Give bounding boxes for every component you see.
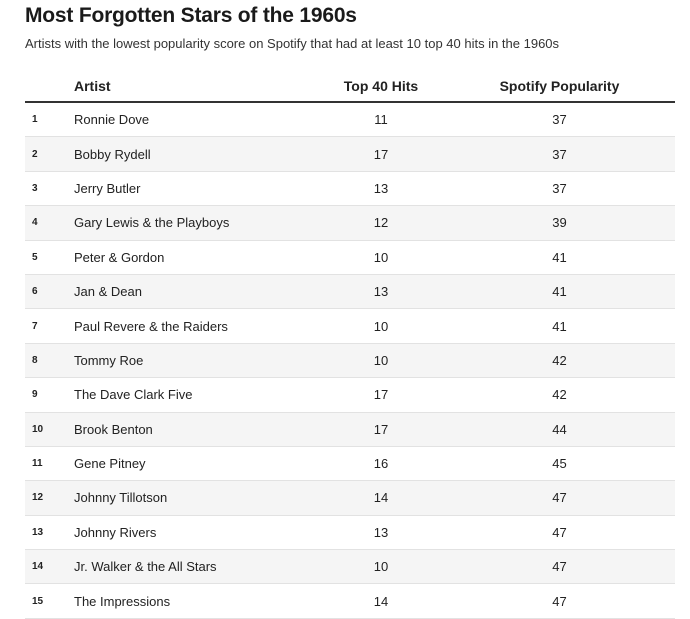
top-40-hits-cell: 13 <box>318 515 444 551</box>
spotify-popularity-cell: 42 <box>444 343 675 379</box>
artist-cell: The Impressions <box>74 583 318 619</box>
top-40-hits-cell: 12 <box>318 205 444 241</box>
artist-cell: The Dave Clark Five <box>74 377 318 413</box>
spotify-popularity-cell: 41 <box>444 274 675 310</box>
rank-cell: 6 <box>25 274 74 310</box>
artist-cell: Tommy Roe <box>74 343 318 379</box>
table-row: 14 Jr. Walker & the All Stars 10 47 <box>25 549 675 585</box>
table-row: 5 Peter & Gordon 10 41 <box>25 240 675 275</box>
rank-cell: 10 <box>25 412 74 447</box>
top-40-hits-cell: 14 <box>318 480 444 516</box>
table-row: 4 Gary Lewis & the Playboys 12 39 <box>25 205 675 241</box>
table-row: 12 Johnny Tillotson 14 47 <box>25 480 675 516</box>
header-artist: Artist <box>74 70 318 103</box>
spotify-popularity-cell: 37 <box>444 102 675 138</box>
top-40-hits-cell: 16 <box>318 446 444 482</box>
header-top-40-hits: Top 40 Hits <box>318 70 444 103</box>
spotify-popularity-cell: 42 <box>444 377 675 413</box>
artist-cell: Johnny Tillotson <box>74 480 318 516</box>
artist-cell: Paul Revere & the Raiders <box>74 308 318 344</box>
artist-cell: Ronnie Dove <box>74 102 318 138</box>
table-row: 9 The Dave Clark Five 17 42 <box>25 377 675 413</box>
rank-cell: 9 <box>25 377 74 413</box>
table-row: 3 Jerry Butler 13 37 <box>25 171 675 207</box>
table-row: 13 Johnny Rivers 13 47 <box>25 515 675 551</box>
rank-cell: 13 <box>25 515 74 551</box>
spotify-popularity-cell: 47 <box>444 480 675 516</box>
table-row: 15 The Impressions 14 47 <box>25 583 675 619</box>
table-row: 6 Jan & Dean 13 41 <box>25 274 675 310</box>
rank-cell: 14 <box>25 549 74 585</box>
top-40-hits-cell: 10 <box>318 308 444 344</box>
table-row: 10 Brook Benton 17 44 <box>25 412 675 447</box>
spotify-popularity-cell: 44 <box>444 412 675 447</box>
rank-cell: 7 <box>25 308 74 344</box>
artist-cell: Gary Lewis & the Playboys <box>74 205 318 241</box>
spotify-popularity-cell: 41 <box>444 308 675 344</box>
top-40-hits-cell: 10 <box>318 549 444 585</box>
spotify-popularity-cell: 37 <box>444 136 675 172</box>
top-40-hits-cell: 11 <box>318 102 444 138</box>
artist-cell: Jerry Butler <box>74 171 318 207</box>
artist-cell: Gene Pitney <box>74 446 318 482</box>
rank-cell: 11 <box>25 446 74 482</box>
spotify-popularity-cell: 45 <box>444 446 675 482</box>
table-header-row: Artist Top 40 Hits Spotify Popularity <box>25 70 675 103</box>
header-spotify-popularity: Spotify Popularity <box>444 70 675 103</box>
artist-cell: Bobby Rydell <box>74 136 318 172</box>
rank-cell: 8 <box>25 343 74 379</box>
table-body: 1 Ronnie Dove 11 37 2 Bobby Rydell 17 37 3 Jerry … <box>25 102 675 619</box>
rank-cell: 1 <box>25 102 74 138</box>
top-40-hits-cell: 10 <box>318 240 444 275</box>
table-row: 1 Ronnie Dove 11 37 <box>25 102 675 138</box>
table-row: 2 Bobby Rydell 17 37 <box>25 136 675 172</box>
top-40-hits-cell: 17 <box>318 377 444 413</box>
artist-cell: Peter & Gordon <box>74 240 318 275</box>
spotify-popularity-cell: 47 <box>444 583 675 619</box>
rank-cell: 12 <box>25 480 74 516</box>
spotify-popularity-cell: 41 <box>444 240 675 275</box>
spotify-popularity-cell: 39 <box>444 205 675 241</box>
artist-cell: Jan & Dean <box>74 274 318 310</box>
top-40-hits-cell: 13 <box>318 171 444 207</box>
rank-cell: 3 <box>25 171 74 207</box>
top-40-hits-cell: 17 <box>318 136 444 172</box>
top-40-hits-cell: 17 <box>318 412 444 447</box>
table-row: 8 Tommy Roe 10 42 <box>25 343 675 379</box>
top-40-hits-cell: 13 <box>318 274 444 310</box>
table-row: 11 Gene Pitney 16 45 <box>25 446 675 482</box>
table-row: 7 Paul Revere & the Raiders 10 41 <box>25 308 675 344</box>
top-40-hits-cell: 10 <box>318 343 444 379</box>
header-rank <box>25 70 74 103</box>
artist-cell: Brook Benton <box>74 412 318 447</box>
spotify-popularity-cell: 37 <box>444 171 675 207</box>
chart-title: Most Forgotten Stars of the 1960s <box>25 4 357 27</box>
spotify-popularity-cell: 47 <box>444 515 675 551</box>
top-40-hits-cell: 14 <box>318 583 444 619</box>
rank-cell: 2 <box>25 136 74 172</box>
artist-cell: Johnny Rivers <box>74 515 318 551</box>
rank-cell: 5 <box>25 240 74 275</box>
rank-cell: 15 <box>25 583 74 619</box>
chart-subtitle: Artists with the lowest popularity score… <box>25 36 560 51</box>
spotify-popularity-cell: 47 <box>444 549 675 585</box>
rank-cell: 4 <box>25 205 74 241</box>
artist-cell: Jr. Walker & the All Stars <box>74 549 318 585</box>
